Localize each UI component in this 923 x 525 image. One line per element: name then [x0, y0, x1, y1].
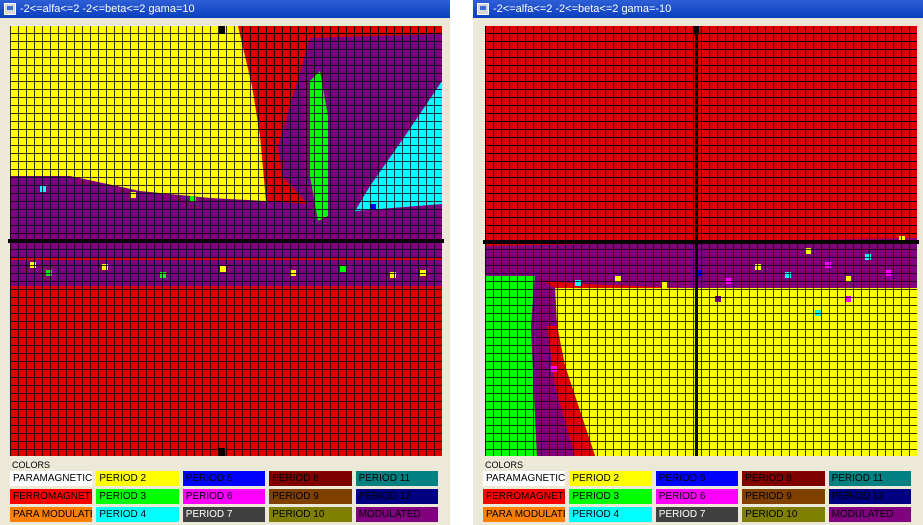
legend-period-7: PERIOD 7 — [182, 507, 266, 522]
legend-period-5: PERIOD 5 — [182, 471, 266, 486]
legend-period-4: PERIOD 4 — [569, 507, 652, 522]
legend-period-11: PERIOD 11 — [355, 471, 438, 486]
bottom-tick — [219, 448, 225, 456]
window-title: -2<=alfa<=2 -2<=beta<=2 gama=10 — [20, 3, 195, 15]
legend-period-8: PERIOD 8 — [742, 471, 825, 486]
legend-period-10: PERIOD 10 — [269, 507, 352, 522]
legend-period-7: PERIOD 7 — [655, 507, 739, 522]
window-icon[interactable] — [477, 3, 489, 15]
legend-period-3: PERIOD 3 — [569, 489, 652, 504]
color-legend: PARAMAGNETIC PERIOD 2 PERIOD 5 PERIOD 8 PERI… — [483, 471, 915, 525]
period-2-region — [555, 288, 917, 456]
legend-period-11: PERIOD 11 — [828, 471, 911, 486]
right-window: -2<=alfa<=2 -2<=beta<=2 gama=-10 — [473, 0, 923, 525]
left-window: -2<=alfa<=2 -2<=beta<=2 gama=10 — [0, 0, 450, 525]
colors-label: COLORS — [12, 460, 51, 470]
horizontal-axis — [8, 239, 444, 243]
legend-period-10: PERIOD 10 — [742, 507, 825, 522]
top-tick — [219, 26, 225, 34]
title-bar[interactable]: -2<=alfa<=2 -2<=beta<=2 gama=10 — [0, 0, 450, 18]
window-icon[interactable] — [4, 3, 16, 15]
legend-period-6: PERIOD 6 — [182, 489, 266, 504]
legend-period-3: PERIOD 3 — [96, 489, 179, 504]
window-title: -2<=alfa<=2 -2<=beta<=2 gama=-10 — [493, 3, 672, 15]
legend-modulated: MODULATED — [355, 507, 438, 522]
legend-period-12: PERIOD 12 — [828, 489, 911, 504]
vertical-axis — [695, 26, 698, 456]
legend-period-2: PERIOD 2 — [96, 471, 179, 486]
period-3-region — [485, 276, 537, 456]
color-legend: PARAMAGNETIC PERIOD 2 PERIOD 5 PERIOD 8 PERI… — [10, 471, 442, 525]
legend-ferromagnetic: FERROMAGNETIC — [10, 489, 93, 504]
legend-ferromagnetic: FERROMAGNETIC — [483, 489, 566, 504]
top-tick — [693, 26, 699, 34]
phase-diagram-plot — [8, 26, 444, 456]
legend-period-4: PERIOD 4 — [96, 507, 179, 522]
phase-diagram-plot — [483, 26, 919, 456]
modulated-band — [485, 238, 917, 288]
legend-period-6: PERIOD 6 — [655, 489, 739, 504]
legend-para-modulated: PARA MODULATED — [483, 507, 566, 522]
horizontal-axis — [483, 240, 919, 244]
legend-paramagnetic: PARAMAGNETIC — [10, 471, 93, 486]
legend-para-modulated: PARA MODULATED — [10, 507, 93, 522]
legend-period-2: PERIOD 2 — [569, 471, 652, 486]
legend-modulated: MODULATED — [828, 507, 911, 522]
legend-period-8: PERIOD 8 — [269, 471, 352, 486]
legend-period-9: PERIOD 9 — [742, 489, 825, 504]
title-bar[interactable]: -2<=alfa<=2 -2<=beta<=2 gama=-10 — [473, 0, 923, 18]
legend-paramagnetic: PARAMAGNETIC — [483, 471, 566, 486]
legend-period-5: PERIOD 5 — [655, 471, 739, 486]
legend-period-12: PERIOD 12 — [355, 489, 438, 504]
colors-label: COLORS — [485, 460, 524, 470]
legend-period-9: PERIOD 9 — [269, 489, 352, 504]
